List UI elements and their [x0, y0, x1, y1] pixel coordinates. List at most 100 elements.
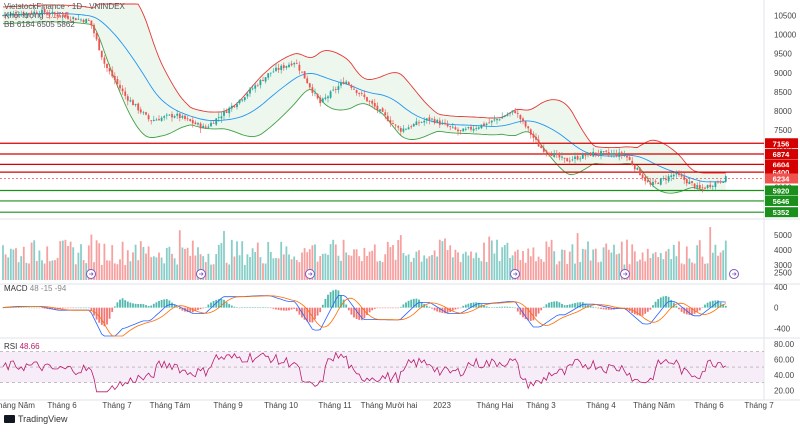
price-tick-label-4: 8500 [774, 88, 792, 97]
macd-histogram-bar [54, 307, 56, 310]
candle-body [108, 68, 111, 72]
volume-bar [121, 241, 124, 280]
candle-body [584, 155, 587, 157]
volume-bar [631, 244, 634, 280]
volume-bar [641, 252, 644, 280]
volume-bar [587, 241, 589, 280]
volume-bar [35, 261, 38, 280]
candle-body [249, 88, 251, 94]
candle-body [4, 15, 7, 17]
macd-histogram-bar [467, 303, 470, 308]
candle-body [654, 181, 657, 183]
macd-histogram-bar [470, 302, 472, 308]
macd-histogram-bar [35, 307, 38, 309]
candle-body [254, 85, 257, 89]
macd-histogram-bar [459, 307, 462, 309]
volume-bar [498, 261, 501, 280]
macd-histogram-bar [194, 307, 197, 312]
volume-bar [212, 264, 215, 280]
macd-histogram-bar [168, 300, 171, 308]
candle-body [98, 38, 101, 51]
macd-histogram-bar [501, 306, 504, 308]
candle-body [43, 8, 46, 13]
macd-histogram-bar [537, 307, 540, 314]
candle-body [397, 126, 400, 128]
candle-body [134, 103, 137, 106]
volume-bar [412, 257, 415, 280]
volume-bar [397, 240, 400, 280]
volume-bar [262, 263, 264, 280]
candle-body [485, 123, 488, 125]
macd-histogram-bar [381, 307, 384, 309]
macd-histogram-bar [646, 307, 649, 312]
volume-bar [223, 230, 225, 280]
macd-legend-label: MACD [4, 284, 28, 293]
candle-body [415, 121, 418, 126]
candle-body [194, 122, 197, 125]
macd-histogram-bar [189, 307, 192, 313]
volume-bar [150, 257, 153, 280]
volume-bar [225, 262, 228, 280]
candle-body [85, 19, 88, 23]
volume-bar [652, 253, 654, 280]
macd-histogram-bar [503, 306, 506, 308]
candle-body [407, 127, 410, 130]
volume-bar [184, 248, 186, 280]
volume-bar [306, 252, 309, 280]
candle-body [290, 63, 293, 66]
macd-histogram-bar [550, 301, 553, 308]
candle-body [490, 120, 493, 123]
candle-body [636, 167, 639, 170]
volume-bar [639, 259, 641, 280]
macd-histogram-bar [602, 307, 605, 310]
candle-body [54, 12, 56, 15]
macd-histogram-bar [251, 307, 254, 308]
x-axis-label-11: Tháng 4 [586, 401, 616, 410]
candle-body [542, 147, 545, 152]
macd-histogram-bar [155, 302, 158, 308]
candle-body [693, 183, 696, 188]
volume-bar [207, 253, 210, 280]
candle-body [119, 84, 121, 89]
volume-bar [444, 238, 446, 280]
volume-bar [319, 256, 322, 280]
volume-bar [77, 252, 80, 280]
macd-histogram-bar [25, 307, 28, 308]
macd-histogram-bar [568, 304, 571, 308]
macd-histogram-bar [719, 302, 722, 308]
volume-bar [675, 256, 678, 280]
event-marker-arrow-icon [513, 272, 518, 276]
candle-body [704, 187, 706, 189]
candle-body [210, 122, 212, 127]
volume-bar [545, 241, 548, 280]
macd-histogram-bar [145, 305, 147, 308]
volume-bar [17, 262, 20, 280]
candle-body [477, 127, 480, 129]
volume-bar [15, 248, 17, 280]
macd-histogram-bar [41, 307, 43, 309]
rsi-legend-label: RSI [4, 342, 18, 351]
candle-body [449, 126, 452, 127]
volume-bar [259, 257, 262, 280]
macd-histogram-bar [342, 299, 345, 308]
candle-body [41, 9, 43, 15]
candle-body [706, 185, 709, 188]
candle-body [436, 120, 439, 123]
volume-bar [355, 249, 358, 280]
candle-body [100, 50, 103, 58]
macd-histogram-bar [711, 300, 714, 308]
candle-body [470, 126, 472, 130]
macd-histogram-bar [233, 306, 236, 308]
volume-bar [2, 245, 4, 280]
candle-body [561, 156, 563, 158]
macd-histogram-bar [132, 303, 134, 308]
candle-body [256, 85, 259, 87]
macd-histogram-bar [665, 295, 667, 308]
level-tag-6604 [765, 159, 798, 170]
event-marker-arrow-icon [308, 272, 313, 276]
candle-body [665, 178, 667, 181]
tradingview-logo-icon [4, 415, 15, 423]
macd-histogram-bar [259, 307, 262, 308]
volume-bar [329, 244, 332, 280]
volume-bar [282, 254, 285, 280]
